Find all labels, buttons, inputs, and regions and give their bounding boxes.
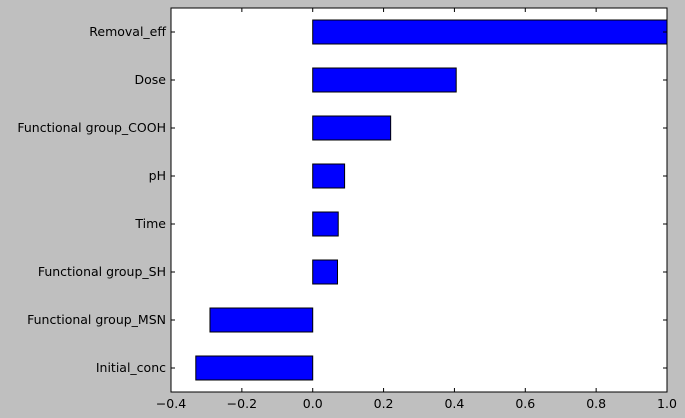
bar-3 xyxy=(312,163,346,189)
bar-5 xyxy=(312,259,339,285)
y-tick-label: Initial_conc xyxy=(96,360,166,375)
plot-area xyxy=(171,8,667,392)
x-tick-label: 0.2 xyxy=(374,396,394,411)
y-tick-label: pH xyxy=(149,168,166,183)
bar-0 xyxy=(312,19,668,45)
ticks-group: Removal_eff Dose Functional group_COOH pH Ti… xyxy=(17,8,677,411)
plot-frame xyxy=(170,7,668,393)
bar-1 xyxy=(312,67,457,93)
x-tick-label: 0.4 xyxy=(444,396,464,411)
bars-group xyxy=(195,19,668,381)
x-tick-label: 0.0 xyxy=(303,396,323,411)
y-tick-label: Functional group_COOH xyxy=(17,120,166,135)
y-tick-label: Functional group_SH xyxy=(38,264,166,279)
y-tick-label: Time xyxy=(134,216,166,231)
x-tick-label: −0.4 xyxy=(156,396,186,411)
bar-6 xyxy=(209,307,314,333)
y-tick-label: Removal_eff xyxy=(89,24,166,39)
y-tick-label: Dose xyxy=(135,72,167,87)
bar-2 xyxy=(312,115,392,141)
x-tick-label: 0.6 xyxy=(515,396,535,411)
bar-4 xyxy=(312,211,339,237)
x-tick-label: 1.0 xyxy=(657,396,677,411)
bar-7 xyxy=(195,355,314,381)
y-tick-label: Functional group_MSN xyxy=(27,312,166,327)
x-tick-label: −0.2 xyxy=(227,396,257,411)
x-tick-label: 0.8 xyxy=(586,396,606,411)
